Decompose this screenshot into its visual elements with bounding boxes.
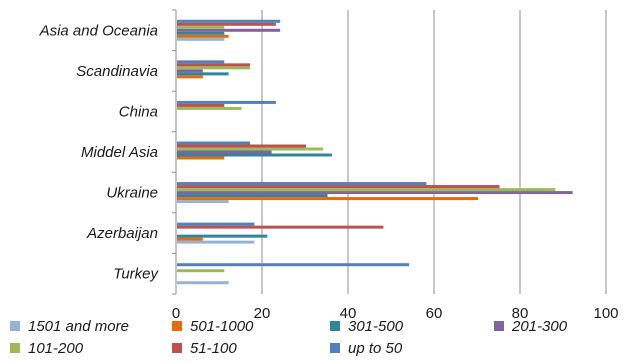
bar xyxy=(177,153,332,157)
x-tick-label: 80 xyxy=(512,305,529,322)
bar xyxy=(177,185,500,189)
bar xyxy=(177,182,427,186)
bar xyxy=(177,222,255,226)
bar xyxy=(177,240,255,244)
bar xyxy=(177,141,251,145)
category-label: Asia and Oceania xyxy=(39,22,158,39)
legend-label: 1501 and more xyxy=(28,318,129,335)
bar xyxy=(177,194,328,198)
category-label: Scandinavia xyxy=(76,63,158,80)
bar xyxy=(177,28,281,32)
x-tick-label: 100 xyxy=(593,305,618,322)
x-tick-label: 20 xyxy=(254,305,271,322)
bar xyxy=(177,31,225,35)
x-tick-label: 0 xyxy=(172,305,180,322)
legend-swatch xyxy=(10,321,20,331)
bar xyxy=(177,156,225,160)
bar xyxy=(177,63,251,67)
x-tick-label: 40 xyxy=(340,305,357,322)
legend-swatch xyxy=(494,321,504,331)
bar xyxy=(177,60,225,64)
bar xyxy=(177,103,225,107)
bar xyxy=(177,37,225,41)
legend-swatch xyxy=(172,343,182,353)
category-label: Ukraine xyxy=(106,185,158,202)
bar xyxy=(177,147,324,151)
bar xyxy=(177,150,272,154)
bar xyxy=(177,100,276,104)
bar xyxy=(177,237,203,241)
legend-label: 101-200 xyxy=(28,340,84,357)
bar xyxy=(177,269,225,273)
legend-label: 51-100 xyxy=(190,340,237,357)
bar xyxy=(177,106,242,110)
legend-swatch xyxy=(330,321,340,331)
bar xyxy=(177,263,410,267)
bar xyxy=(177,34,229,38)
x-tick-label: 60 xyxy=(426,305,443,322)
legend-label: up to 50 xyxy=(348,340,403,357)
category-label: China xyxy=(119,103,158,120)
bar xyxy=(177,19,281,23)
bar xyxy=(177,197,478,201)
bar xyxy=(177,225,384,229)
bar xyxy=(177,69,203,73)
category-label: Azerbaijan xyxy=(86,225,158,242)
bar xyxy=(177,22,276,26)
bar xyxy=(177,191,573,195)
bar xyxy=(177,188,556,192)
category-label: Turkey xyxy=(113,266,159,283)
category-label: Middel Asia xyxy=(81,144,158,161)
bar xyxy=(177,66,251,70)
bar xyxy=(177,234,268,238)
legend-swatch xyxy=(10,343,20,353)
legend-label: 201-300 xyxy=(511,318,568,335)
bar xyxy=(177,281,229,285)
bar xyxy=(177,72,229,76)
bar xyxy=(177,25,225,29)
bar xyxy=(177,144,306,148)
legend-swatch xyxy=(172,321,182,331)
legend-swatch xyxy=(330,343,340,353)
legend-label: 301-500 xyxy=(348,318,404,335)
legend-label: 501-1000 xyxy=(190,318,254,335)
bar xyxy=(177,200,229,204)
bar xyxy=(177,75,203,79)
